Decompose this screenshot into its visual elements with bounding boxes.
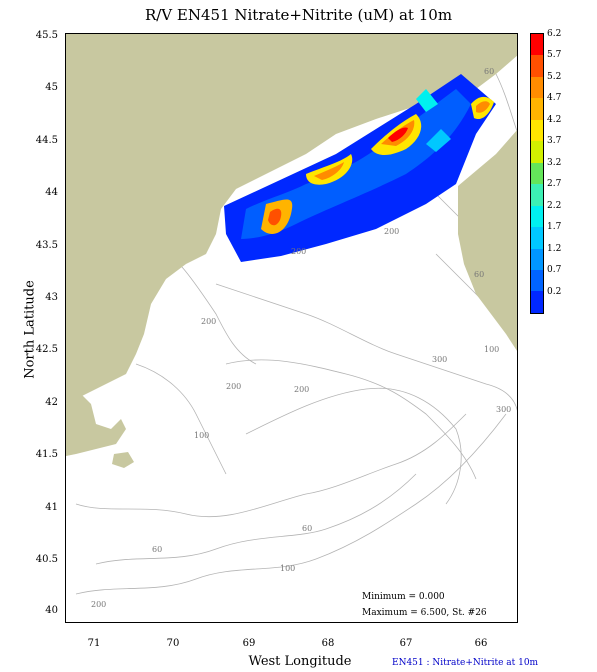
colorbar-segment [531,184,543,206]
contour-label: 100 [280,564,295,573]
x-tick: 71 [87,638,101,649]
contour-label: 200 [384,227,399,236]
contour-label: 200 [201,317,216,326]
contour-labels: 60 200 200 60 100 200 300 200 200 100 30… [91,67,511,609]
colorbar-segment [531,76,543,99]
colorbar-segment [531,162,543,185]
contour-label: 60 [484,67,494,76]
y-tick: 45 [45,82,58,93]
contour-label: 60 [474,270,484,279]
colorbar-tick-label: 2.7 [547,179,562,190]
contour-label: 100 [484,345,499,354]
map-canvas: 60 200 200 60 100 200 300 200 200 100 30… [66,34,517,609]
y-tick: 43.5 [35,240,58,251]
colorbar-tick-label: 6.2 [547,29,562,39]
x-axis-label: West Longitude [248,654,352,669]
map-title: R/V EN451 Nitrate+Nitrite (uM) at 10m [144,6,453,24]
minimum-note: Minimum = 0.000 [362,592,445,602]
y-tick: 45.5 [35,30,58,41]
y-tick: 40.5 [35,554,58,565]
y-tick: 41.5 [35,449,58,460]
colorbar-tick-label: 3.2 [547,157,562,168]
contour-label: 60 [152,545,162,554]
x-tick: 68 [321,638,335,649]
contour-label: 200 [291,247,306,256]
footer-caption: EN451 : Nitrate+Nitrite at 10m [392,658,539,668]
colorbar-segment [531,291,543,313]
y-tick: 42 [45,397,58,408]
map-area: 60 200 200 60 100 200 300 200 200 100 30… [65,33,518,623]
colorbar-tick-label: 5.2 [547,71,562,82]
colorbar-tick-label: 4.2 [547,114,562,125]
contour-label: 200 [226,382,241,391]
x-tick: 67 [399,638,413,649]
contour-label: 200 [91,600,106,609]
colorbar-segment [531,34,543,56]
y-axis-label: North Latitude [22,280,38,379]
colorbar-segment [531,119,543,142]
colorbar [530,33,544,314]
contour-label: 100 [194,431,209,440]
y-tick: 40 [45,605,58,616]
maximum-note: Maximum = 6.500, St. #26 [362,608,487,618]
x-tick: 66 [474,638,488,649]
nitrate-field [224,74,496,262]
y-tick: 43 [45,292,58,303]
colorbar-segment [531,248,543,270]
y-tick: 44.5 [35,135,58,146]
bathymetry-contours [75,73,517,595]
colorbar-tick-label: 5.7 [547,50,562,61]
contour-label: 300 [432,355,447,364]
colorbar-segment [531,141,543,163]
contour-label: 200 [294,385,309,394]
colorbar-segment [531,205,543,228]
contour-label: 60 [302,524,312,533]
y-tick: 44 [45,187,58,198]
colorbar-tick-label: 0.7 [547,265,562,276]
y-tick: 41 [45,502,58,513]
y-tick: 42.5 [35,344,58,355]
colorbar-segment [531,269,543,292]
land [66,34,517,468]
x-tick: 70 [166,638,180,649]
colorbar-tick-label: 2.2 [547,200,562,211]
x-tick: 69 [242,638,256,649]
colorbar-tick-label: 4.7 [547,93,562,104]
colorbar-tick-label: 3.7 [547,136,562,147]
contour-label: 300 [496,405,511,414]
colorbar-tick-label: 1.7 [547,222,562,233]
colorbar-segment [531,227,543,249]
colorbar-segment [531,98,543,120]
colorbar-segment [531,55,543,77]
colorbar-tick-label: 1.2 [547,243,562,254]
colorbar-tick-label: 0.2 [547,286,562,297]
